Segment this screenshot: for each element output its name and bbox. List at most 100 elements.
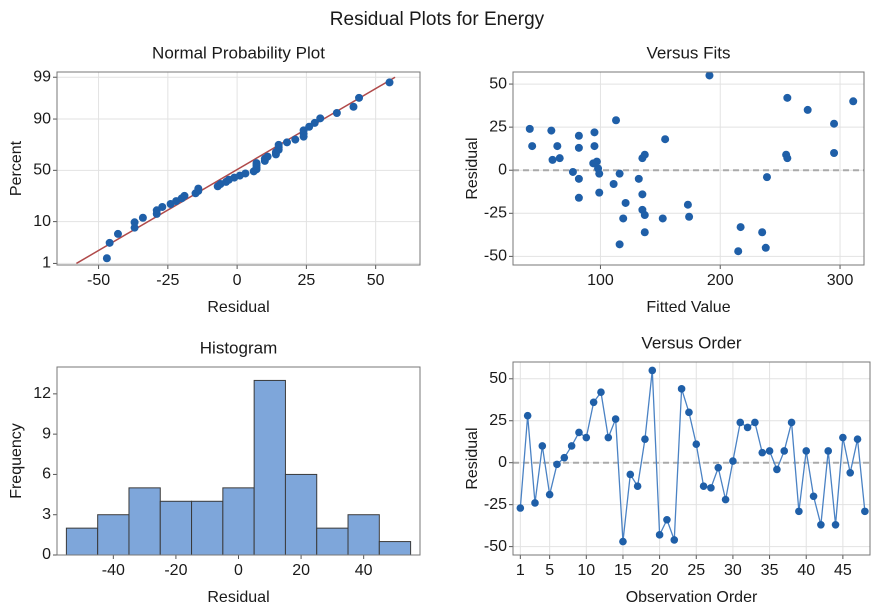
x-axis-label: Residual [207, 589, 269, 606]
y-tick-label: -25 [484, 205, 507, 222]
data-point [113, 229, 122, 238]
data-point [714, 463, 723, 472]
x-tick-label: 45 [834, 562, 852, 579]
x-tick-label: 200 [707, 272, 734, 289]
data-point [743, 423, 752, 432]
data-point [609, 180, 618, 189]
data-point [263, 152, 272, 161]
data-point [780, 447, 789, 455]
data-point [683, 200, 692, 209]
data-point [516, 504, 525, 512]
bar [65, 527, 99, 556]
data-point [385, 78, 394, 87]
y-tick-label: 25 [489, 412, 507, 429]
x-tick-label: 0 [233, 272, 242, 289]
y-tick-label: -50 [484, 248, 507, 265]
data-point [853, 435, 862, 444]
y-tick-label: 9 [42, 425, 51, 442]
data-point [612, 116, 621, 125]
data-point [574, 174, 583, 183]
x-tick-label: -40 [102, 562, 125, 579]
y-axis-label: Residual [464, 137, 481, 199]
x-tick-label: -25 [156, 272, 179, 289]
data-point [525, 124, 534, 133]
x-tick-label: 10 [577, 562, 595, 579]
data-point [332, 109, 341, 118]
data-point [758, 228, 767, 237]
y-tick-label: 0 [498, 454, 507, 471]
data-point [316, 114, 325, 123]
y-tick-label: 50 [489, 370, 507, 387]
plot-frame [512, 71, 865, 266]
data-point [595, 188, 604, 197]
data-point [538, 442, 547, 450]
data-point [640, 150, 649, 159]
data-point [658, 214, 667, 223]
data-point [765, 447, 774, 455]
data-point [803, 105, 812, 114]
data-point [138, 213, 147, 222]
x-tick-label: 50 [367, 272, 385, 289]
data-point [241, 169, 250, 178]
y-tick-label: 1 [42, 255, 51, 272]
y-axis-label: Frequency [8, 423, 25, 499]
data-point [783, 93, 792, 102]
data-point [751, 418, 759, 427]
panel-title: Histogram [200, 338, 277, 357]
data-point [575, 428, 583, 437]
x-tick-label: 25 [297, 272, 315, 289]
x-tick-label: 35 [761, 562, 779, 579]
x-tick-label: 0 [234, 562, 243, 579]
data-point [707, 484, 715, 492]
data-point [758, 448, 767, 457]
data-point [705, 71, 714, 80]
data-point [638, 190, 647, 199]
data-point [692, 440, 701, 449]
y-tick-label: -50 [484, 538, 507, 555]
data-point [355, 93, 364, 102]
plot-frame [56, 71, 421, 266]
plot-frame [56, 366, 421, 556]
x-tick-label: -20 [164, 562, 187, 579]
y-axis-label: Percent [8, 140, 25, 196]
bar [378, 541, 412, 556]
data-point [349, 102, 358, 111]
data-point [831, 520, 840, 529]
x-tick-label: 25 [687, 562, 705, 579]
data-point [734, 247, 743, 256]
data-point [590, 142, 599, 151]
panel: Histogram Residual Frequency 0 3 6 9 12 -40 -20 0 2… [8, 338, 421, 606]
data-point [824, 447, 833, 455]
y-tick-label: 6 [42, 466, 51, 483]
data-point [252, 159, 261, 168]
data-point [568, 167, 577, 176]
data-point [180, 191, 189, 200]
bar [316, 527, 349, 556]
data-point [640, 228, 649, 237]
data-point [721, 495, 730, 504]
data-point [677, 385, 686, 393]
y-tick-label: 50 [489, 75, 507, 92]
y-tick-label: 0 [498, 161, 507, 178]
bar [347, 514, 380, 556]
x-tick-label: 40 [797, 562, 815, 579]
fit-line [76, 76, 396, 265]
y-tick-label: 12 [33, 385, 51, 402]
data-point [102, 254, 111, 263]
data-point [555, 154, 564, 163]
data-point [158, 202, 167, 211]
data-point [574, 131, 583, 140]
panel: Versus Order Observation Order Residual -50… [464, 333, 871, 606]
data-point [773, 465, 781, 474]
x-tick-label: 5 [545, 562, 554, 579]
y-tick-label: 50 [33, 162, 51, 179]
data-point [611, 415, 620, 423]
x-axis-label: Observation Order [626, 589, 758, 606]
data-point [685, 212, 694, 221]
x-axis-label: Fitted Value [646, 299, 730, 316]
data-point [615, 240, 624, 249]
x-tick-label: 20 [292, 562, 310, 579]
data-point [528, 142, 537, 151]
data-point [830, 119, 839, 128]
data-point [553, 142, 562, 151]
